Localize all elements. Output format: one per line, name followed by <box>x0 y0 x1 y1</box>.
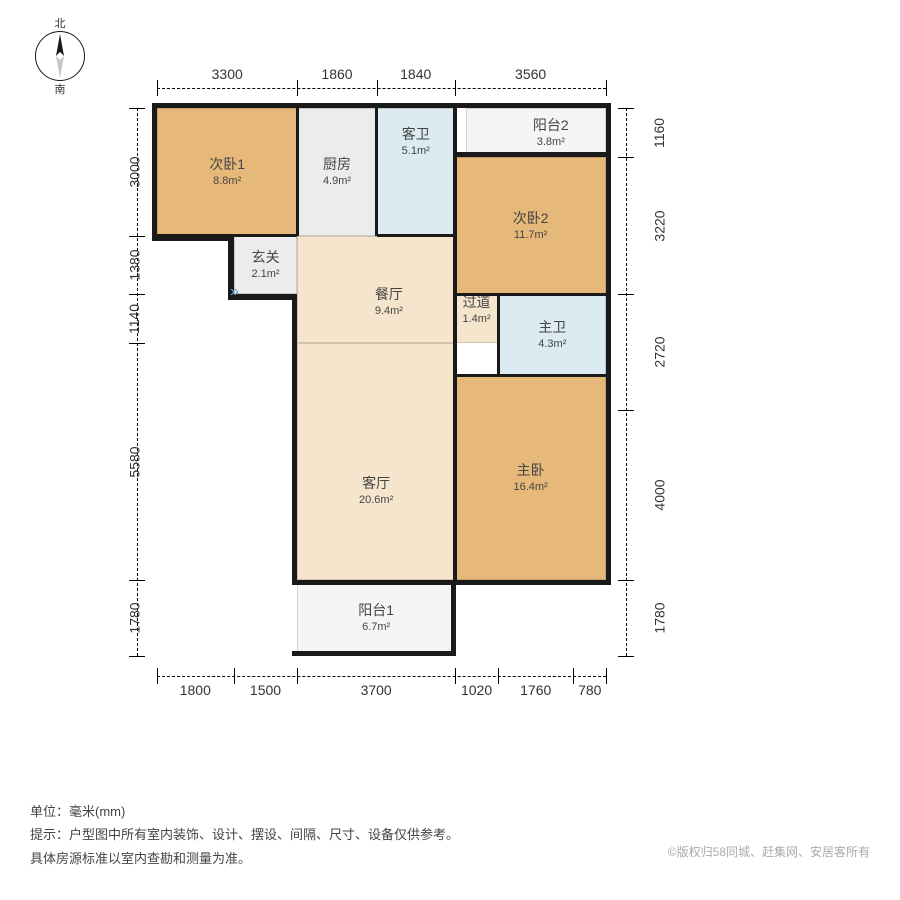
dim-bottom-5: 780 <box>578 682 601 698</box>
room-area: 11.7m² <box>513 228 549 243</box>
dim-top-2: 1840 <box>400 66 431 82</box>
room-name: 客卫 <box>402 125 430 144</box>
room-label-kitchen: 厨房4.9m² <box>323 155 351 189</box>
dim-right-1: 3220 <box>652 210 668 241</box>
room-area: 2.1m² <box>251 267 279 282</box>
room-area: 3.8m² <box>533 135 569 150</box>
room-area: 1.4m² <box>463 312 491 327</box>
room-area: 8.8m² <box>209 174 245 189</box>
room-area: 4.3m² <box>538 337 566 352</box>
room-area: 6.7m² <box>358 620 394 635</box>
room-area: 5.1m² <box>402 144 430 159</box>
room-label-entry: 玄关2.1m² <box>251 248 279 282</box>
dim-bottom-3: 1020 <box>461 682 492 698</box>
room-name: 次卧2 <box>513 209 549 228</box>
dim-right-2: 2720 <box>652 337 668 368</box>
room-name: 玄关 <box>251 248 279 267</box>
room-name: 过道 <box>463 293 491 312</box>
room-area: 4.9m² <box>323 174 351 189</box>
room-label-bed2_2: 次卧211.7m² <box>513 209 549 243</box>
floor-plan-canvas: 次卧18.8m² 厨房4.9m² 客卫5.1m² 阳台23.8m² 次卧211.7m² 玄… <box>0 0 900 900</box>
dim-bottom-4: 1760 <box>520 682 551 698</box>
dim-left-0: 3000 <box>127 156 143 187</box>
footer-block: 单位：毫米(mm) 提示：户型图中所有室内装饰、设计、摆设、间隔、尺寸、设备仅供… <box>30 800 459 870</box>
dim-bottom-2: 3700 <box>361 682 392 698</box>
dim-left-4: 1780 <box>127 603 143 634</box>
room-area: 16.4m² <box>513 480 547 495</box>
room-label-mainwc: 主卫4.3m² <box>538 318 566 352</box>
room-name: 主卫 <box>538 318 566 337</box>
room-name: 餐厅 <box>375 285 403 304</box>
room-label-balcony1: 阳台16.7m² <box>358 601 394 635</box>
dim-bottom-0: 1800 <box>180 682 211 698</box>
room-name: 阳台1 <box>358 601 394 620</box>
dim-bottom-1: 1500 <box>250 682 281 698</box>
dim-left-1: 1380 <box>127 249 143 280</box>
room-label-bed2_1: 次卧18.8m² <box>209 155 245 189</box>
dim-right-4: 1780 <box>652 603 668 634</box>
dim-top-0: 3300 <box>212 66 243 82</box>
dim-right-3: 4000 <box>652 480 668 511</box>
dim-right-0: 1160 <box>651 118 667 148</box>
room-label-living: 客厅20.6m² <box>359 475 393 509</box>
hint-text: 提示：户型图中所有室内装饰、设计、摆设、间隔、尺寸、设备仅供参考。 <box>30 823 459 846</box>
room-name: 阳台2 <box>533 116 569 135</box>
copyright-text: ©版权归58同城、赶集网、安居客所有 <box>668 843 870 860</box>
dim-top-1: 1860 <box>321 66 352 82</box>
room-label-master: 主卧16.4m² <box>513 461 547 495</box>
unit-label: 单位：毫米(mm) <box>30 800 459 823</box>
room-area: 20.6m² <box>359 493 393 508</box>
room-name: 客厅 <box>359 475 393 494</box>
note-text: 具体房源标准以室内查勘和测量为准。 <box>30 847 459 870</box>
room-label-dining: 餐厅9.4m² <box>375 285 403 319</box>
room-area: 9.4m² <box>375 304 403 319</box>
room-living <box>297 343 454 580</box>
dim-top-3: 3560 <box>515 66 546 82</box>
room-label-pass: 过道1.4m² <box>463 293 491 327</box>
dim-left-3: 5580 <box>127 446 143 477</box>
room-name: 次卧1 <box>209 155 245 174</box>
dim-left-2: 1140 <box>126 304 142 334</box>
entry-arrow-icon: » <box>230 283 236 301</box>
room-name: 主卧 <box>513 461 547 480</box>
room-name: 厨房 <box>323 155 351 174</box>
room-label-guestwc: 客卫5.1m² <box>402 125 430 159</box>
room-label-balcony2: 阳台23.8m² <box>533 116 569 150</box>
